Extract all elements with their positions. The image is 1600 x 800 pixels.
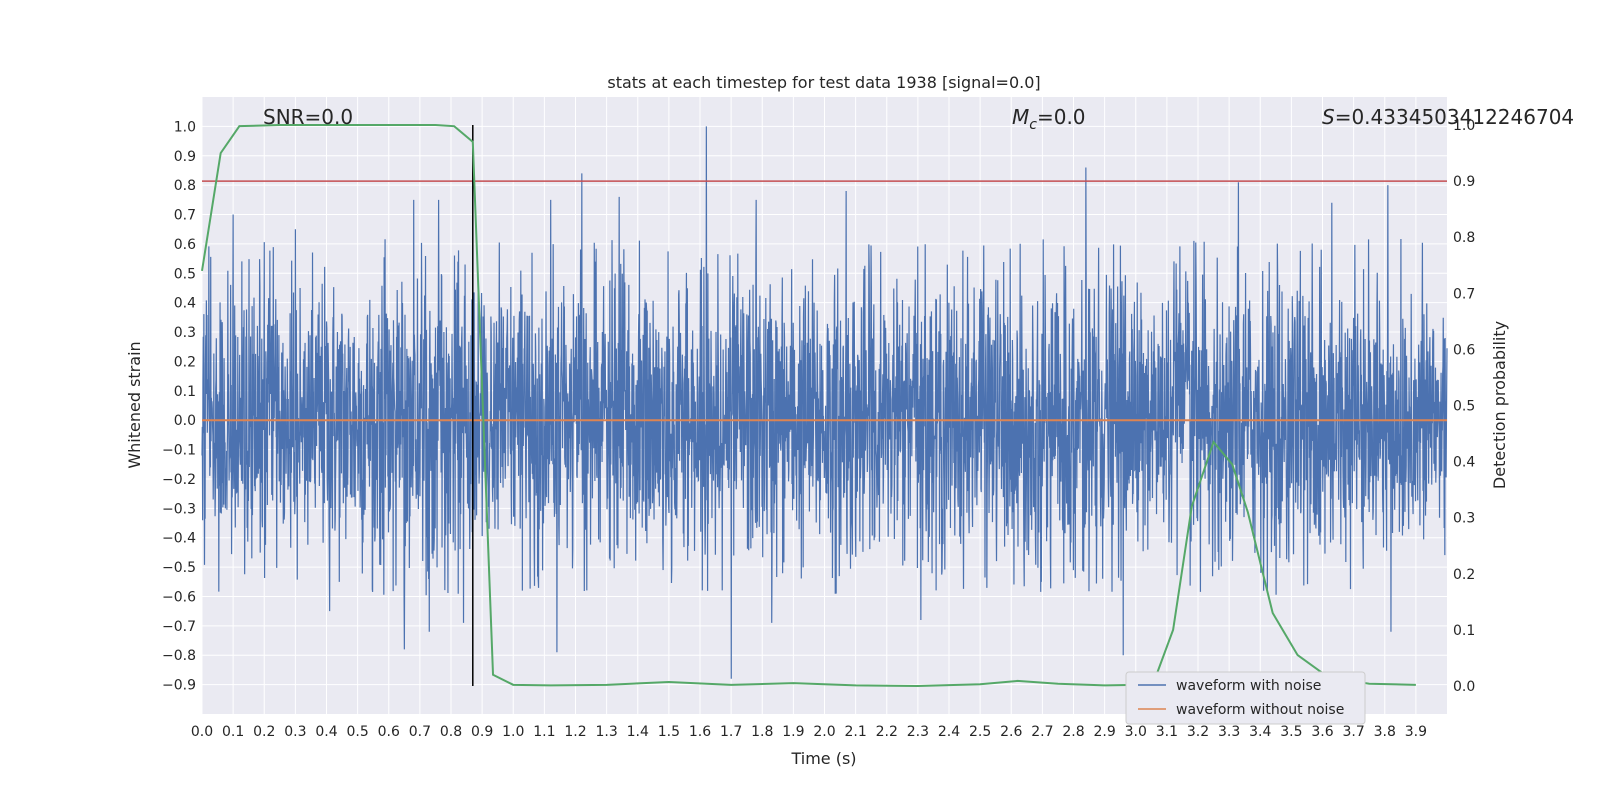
x-tick-label-27: 2.7 bbox=[1031, 724, 1053, 740]
x-tick-label-0: 0.0 bbox=[191, 724, 213, 740]
x-tick-label-22: 2.2 bbox=[876, 724, 898, 740]
y-left-tick-label-14: −0.4 bbox=[162, 531, 196, 547]
chart-title: stats at each timestep for test data 193… bbox=[607, 73, 1040, 92]
y-right-tick-label-1: 0.9 bbox=[1453, 174, 1475, 190]
x-tick-label-25: 2.5 bbox=[969, 724, 991, 740]
x-tick-label-15: 1.5 bbox=[658, 724, 680, 740]
x-tick-label-10: 1.0 bbox=[502, 724, 524, 740]
y-right-tick-label-0: 1.0 bbox=[1453, 118, 1475, 134]
mc-value: =0.0 bbox=[1037, 105, 1086, 129]
y-left-tick-label-15: −0.5 bbox=[162, 560, 196, 576]
legend: waveform with noise waveform without noi… bbox=[1125, 671, 1366, 725]
s-value: =0.4334503412246704 bbox=[1335, 105, 1574, 129]
x-tick-label-2: 0.2 bbox=[253, 724, 275, 740]
y-right-tick-label-9: 0.1 bbox=[1453, 623, 1475, 639]
s-symbol: S bbox=[1322, 105, 1335, 129]
x-tick-label-4: 0.4 bbox=[315, 724, 337, 740]
y-left-tick-label-8: 0.2 bbox=[174, 354, 196, 370]
y-right-tick-label-8: 0.2 bbox=[1453, 567, 1475, 583]
y-right-tick-label-2: 0.8 bbox=[1453, 230, 1475, 246]
x-tick-label-7: 0.7 bbox=[409, 724, 431, 740]
y-right-tick-label-10: 0.0 bbox=[1453, 679, 1475, 695]
x-tick-label-16: 1.6 bbox=[689, 724, 711, 740]
x-tick-label-32: 3.2 bbox=[1187, 724, 1209, 740]
x-tick-label-18: 1.8 bbox=[751, 724, 773, 740]
x-tick-label-30: 3.0 bbox=[1125, 724, 1147, 740]
y-left-tick-label-13: −0.3 bbox=[162, 501, 196, 517]
x-tick-label-19: 1.9 bbox=[782, 724, 804, 740]
y-left-tick-label-12: −0.2 bbox=[162, 472, 196, 488]
y-left-tick-label-18: −0.8 bbox=[162, 648, 196, 664]
x-tick-label-11: 1.1 bbox=[533, 724, 555, 740]
x-tick-label-39: 3.9 bbox=[1405, 724, 1427, 740]
x-tick-label-20: 2.0 bbox=[813, 724, 835, 740]
x-tick-label-8: 0.8 bbox=[440, 724, 462, 740]
x-tick-label-28: 2.8 bbox=[1062, 724, 1084, 740]
y-left-tick-label-17: −0.7 bbox=[162, 619, 196, 635]
mc-subscript: c bbox=[1029, 117, 1037, 133]
x-axis-label: Time (s) bbox=[790, 749, 856, 768]
y-axis-right-ticks: 1.0 0.9 0.8 0.7 0.6 0.5 0.4 0.3 0.2 0.1 0.0 bbox=[1453, 118, 1475, 695]
series-waveform-with-noise bbox=[201, 126, 1448, 679]
x-axis-ticks: 0.0 0.1 0.2 0.3 0.4 0.5 0.6 0.7 0.8 0.9 1.0 1.1 1.2 1… bbox=[191, 724, 1427, 740]
y-left-tick-label-6: 0.4 bbox=[174, 296, 196, 312]
y-left-tick-label-19: −0.9 bbox=[162, 678, 196, 694]
x-tick-label-29: 2.9 bbox=[1093, 724, 1115, 740]
x-tick-label-36: 3.6 bbox=[1311, 724, 1333, 740]
y-left-tick-label-2: 0.8 bbox=[174, 178, 196, 194]
legend-box bbox=[1125, 671, 1366, 725]
y-left-tick-label-10: 0.0 bbox=[174, 413, 196, 429]
legend-entry-clean: waveform without noise bbox=[1176, 702, 1344, 718]
y-left-tick-label-4: 0.6 bbox=[174, 237, 196, 253]
noise-trace bbox=[201, 126, 1448, 679]
probability-trace bbox=[201, 124, 1416, 687]
mc-symbol: M bbox=[1012, 105, 1029, 129]
x-tick-label-35: 3.5 bbox=[1280, 724, 1302, 740]
x-tick-label-34: 3.4 bbox=[1249, 724, 1271, 740]
x-tick-label-5: 0.5 bbox=[346, 724, 368, 740]
x-tick-label-33: 3.3 bbox=[1218, 724, 1240, 740]
y-left-tick-label-11: −0.1 bbox=[162, 443, 196, 459]
x-tick-label-23: 2.3 bbox=[907, 724, 929, 740]
x-tick-label-31: 3.1 bbox=[1156, 724, 1178, 740]
y-left-tick-label-1: 0.9 bbox=[174, 149, 196, 165]
y-left-tick-label-16: −0.6 bbox=[162, 589, 196, 605]
x-tick-label-1: 0.1 bbox=[222, 724, 244, 740]
x-tick-label-14: 1.4 bbox=[627, 724, 649, 740]
x-tick-label-12: 1.2 bbox=[564, 724, 586, 740]
y-axis-right-label: Detection probability bbox=[1490, 321, 1509, 489]
series-detection-probability bbox=[201, 124, 1416, 687]
y-left-tick-label-9: 0.1 bbox=[174, 384, 196, 400]
x-tick-label-9: 0.9 bbox=[471, 724, 493, 740]
y-left-tick-label-7: 0.3 bbox=[174, 325, 196, 341]
mc-annotation: Mc=0.0 bbox=[1012, 105, 1086, 133]
y-axis-left-ticks: 1.0 0.9 0.8 0.7 0.6 0.5 0.4 0.3 0.2 0.1 0.0 −0.1 −0.… bbox=[162, 119, 196, 693]
y-left-tick-label-5: 0.5 bbox=[174, 266, 196, 282]
x-tick-label-37: 3.7 bbox=[1342, 724, 1364, 740]
x-tick-label-21: 2.1 bbox=[844, 724, 866, 740]
x-tick-label-6: 0.6 bbox=[378, 724, 400, 740]
y-left-tick-label-3: 0.7 bbox=[174, 208, 196, 224]
y-left-tick-label-0: 1.0 bbox=[174, 119, 196, 135]
s-annotation: S=0.4334503412246704 bbox=[1322, 105, 1574, 129]
x-tick-label-24: 2.4 bbox=[938, 724, 960, 740]
x-tick-label-17: 1.7 bbox=[720, 724, 742, 740]
x-tick-label-38: 3.8 bbox=[1374, 724, 1396, 740]
x-tick-label-26: 2.6 bbox=[1000, 724, 1022, 740]
y-right-tick-label-7: 0.3 bbox=[1453, 511, 1475, 527]
y-right-tick-label-4: 0.6 bbox=[1453, 342, 1475, 358]
x-tick-label-3: 0.3 bbox=[284, 724, 306, 740]
x-tick-label-13: 1.3 bbox=[595, 724, 617, 740]
y-right-tick-label-6: 0.4 bbox=[1453, 455, 1475, 471]
y-axis-left-label: Whitened strain bbox=[125, 341, 144, 468]
snr-annotation: SNR=0.0 bbox=[263, 105, 353, 129]
y-right-tick-label-5: 0.5 bbox=[1453, 399, 1475, 415]
y-right-tick-label-3: 0.7 bbox=[1453, 286, 1475, 302]
legend-entry-noise: waveform with noise bbox=[1176, 678, 1321, 694]
